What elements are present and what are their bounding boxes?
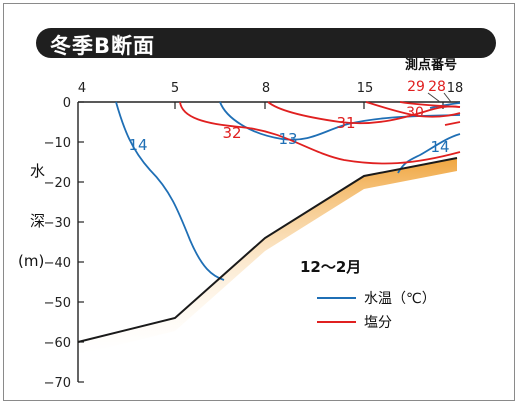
y-tick-label: −60 — [44, 336, 71, 351]
station-leader-line — [427, 92, 441, 103]
y-axis-label: 水 — [30, 162, 45, 180]
chart-frame — [3, 3, 515, 401]
y-tick-label: 0 — [63, 96, 71, 111]
station-number-label: 28 — [428, 79, 446, 95]
seabed-shading — [78, 158, 457, 355]
period-label: 12〜2月 — [300, 258, 361, 276]
salinity-contour — [444, 121, 461, 126]
x-tick-label: 8 — [262, 81, 270, 96]
title-bar: 冬季B断面 — [36, 28, 496, 58]
temperature-contour-label: 14 — [430, 138, 449, 156]
x-tick-label: 15 — [357, 81, 374, 96]
salinity-contour-label: 32 — [222, 124, 241, 142]
y-tick-label: −30 — [44, 216, 71, 231]
y-tick-label: −40 — [44, 256, 71, 271]
y-tick-label: −70 — [44, 376, 71, 391]
salinity-contour — [365, 101, 461, 118]
salinity-contour — [399, 101, 461, 108]
y-tick-label: −20 — [44, 176, 71, 191]
temperature-contour — [429, 102, 461, 109]
top-axis-title: 測点番号 — [405, 57, 457, 73]
legend-label: 水温（℃） — [364, 291, 436, 307]
y-axis-label: (m) — [18, 252, 44, 270]
seabed-line — [77, 157, 458, 343]
station-leader-line — [443, 92, 452, 103]
temperature-contour-label: 14 — [128, 136, 147, 154]
station-number-label: 29 — [407, 79, 425, 95]
temperature-contour — [115, 101, 225, 281]
x-tick-label: 4 — [78, 81, 86, 96]
y-tick-label: −10 — [44, 136, 71, 151]
x-tick-label: 5 — [171, 81, 179, 96]
salinity-contour — [179, 101, 461, 165]
temperature-contour-label: 13 — [278, 130, 297, 148]
x-tick-label: 18 — [447, 81, 464, 96]
temperature-contour — [219, 101, 461, 141]
chart-title: 冬季B断面 — [50, 34, 156, 58]
temperature-contour — [397, 133, 461, 174]
y-tick-label: −50 — [44, 296, 71, 311]
legend-label: 塩分 — [364, 315, 392, 331]
y-axis-label: 深 — [30, 212, 45, 230]
salinity-contour-label: 31 — [336, 114, 355, 132]
